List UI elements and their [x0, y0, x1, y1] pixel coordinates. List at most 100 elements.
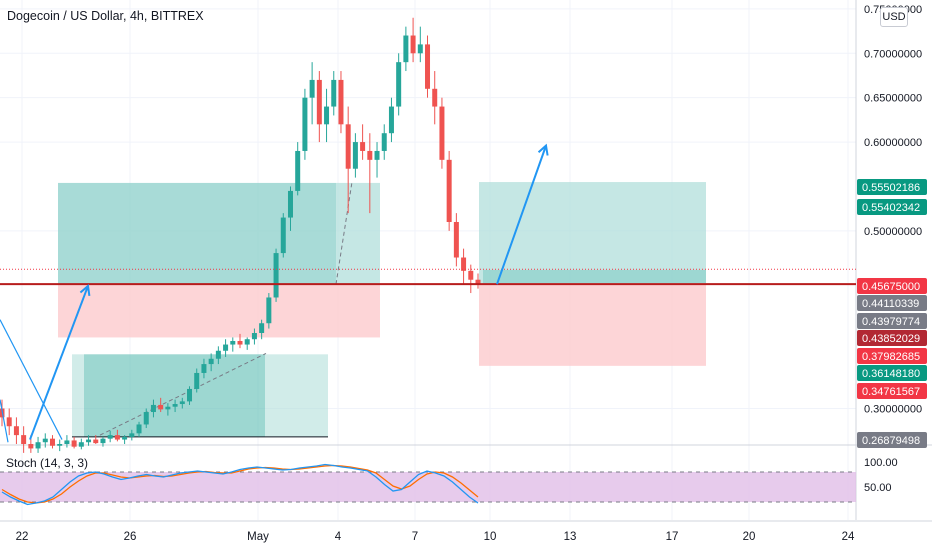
- candle-body: [439, 106, 445, 160]
- price-tag-label: 0.55402342: [862, 202, 920, 214]
- price-tag: [857, 278, 927, 294]
- stoch-k-line: [1, 463, 479, 506]
- candle-body: [425, 44, 431, 89]
- candle-body: [403, 35, 409, 63]
- candle-body: [374, 150, 380, 160]
- candle-body: [259, 323, 265, 333]
- target-zone: [58, 182, 380, 285]
- stoch-tick-label: 100.00: [864, 457, 898, 469]
- candle-body: [345, 124, 351, 169]
- candle-body: [230, 340, 236, 345]
- candle-body: [381, 133, 387, 151]
- candle-body: [114, 435, 120, 440]
- candle-body: [179, 401, 185, 405]
- target-zone-lower-filled: [84, 354, 265, 437]
- x-tick-label: 26: [124, 531, 137, 543]
- candle-body: [93, 439, 99, 444]
- candle-body: [338, 79, 344, 125]
- candle-body: [396, 62, 402, 107]
- candle-body: [129, 433, 135, 437]
- candle-body: [309, 79, 315, 98]
- x-tick-label: 20: [743, 531, 756, 543]
- projection-arrow-right-head: [537, 143, 549, 156]
- candle-body: [302, 97, 308, 151]
- trend-line: [0, 319, 63, 440]
- candle-body: [64, 440, 70, 444]
- currency-button[interactable]: USD: [880, 7, 908, 27]
- candle-body: [331, 79, 337, 107]
- candle-body: [6, 417, 12, 427]
- y-tick-label: 0.70000000: [864, 48, 922, 60]
- y-tick-label: 0.30000000: [864, 403, 922, 415]
- price-tag: [857, 348, 927, 364]
- x-tick-label: 13: [564, 531, 577, 543]
- candle-body: [172, 404, 178, 407]
- candle-body: [86, 439, 92, 443]
- candle-body: [35, 442, 41, 449]
- stoch-tick-label: 50.00: [864, 482, 892, 494]
- candle-body: [352, 142, 358, 169]
- projection-arrow-left-head: [79, 283, 91, 296]
- candle-body: [28, 444, 34, 449]
- candle-body: [136, 424, 142, 434]
- x-tick-label: 7: [412, 531, 418, 543]
- price-tag: [857, 295, 927, 311]
- candle-body: [295, 150, 301, 191]
- stop-zone: [58, 284, 380, 338]
- candle-body: [273, 253, 279, 298]
- candle-body: [475, 279, 481, 285]
- x-tick-label: May: [247, 531, 269, 543]
- projection-arrow-right: [496, 145, 547, 285]
- price-tag: [857, 330, 927, 346]
- y-tick-label: 0.50000000: [864, 226, 922, 238]
- candle-body: [417, 44, 423, 54]
- candle-body: [244, 339, 250, 345]
- y-tick-label: 0.65000000: [864, 93, 922, 105]
- x-tick-label: 4: [335, 531, 342, 543]
- price-tag-label: 0.43979774: [862, 316, 920, 328]
- target-zone-right: [479, 182, 706, 284]
- candle-body: [21, 435, 27, 444]
- price-tag-label: 0.55502186: [862, 182, 920, 194]
- stoch-d-line: [1, 464, 479, 504]
- price-tag-label: 0.36148180: [862, 368, 920, 380]
- stoch-indicator-label: Stoch (14, 3, 3): [6, 456, 89, 470]
- stoch-band: [0, 472, 856, 502]
- candle-body: [251, 333, 257, 340]
- price-tag-label: 0.44110339: [862, 298, 919, 310]
- candle-body: [316, 79, 322, 125]
- projection-arrow-left: [29, 285, 89, 440]
- candle-body: [13, 426, 19, 436]
- price-tag: [857, 383, 927, 399]
- candle-body: [57, 444, 63, 446]
- price-tag-label: 0.37982685: [862, 351, 920, 363]
- zone-progress-line: [335, 181, 353, 285]
- candle-body: [100, 438, 106, 444]
- candle-body: [215, 350, 221, 359]
- candle-body: [107, 435, 113, 439]
- candle-body: [324, 106, 330, 125]
- candle-body: [432, 88, 438, 107]
- candle-body: [360, 142, 366, 151]
- price-tag: [857, 365, 927, 381]
- candle-body: [49, 438, 55, 446]
- candle-body: [367, 150, 373, 160]
- price-tag: [857, 199, 927, 215]
- candle-body: [78, 442, 84, 447]
- price-tag: [857, 179, 927, 195]
- candle-body: [42, 438, 48, 443]
- x-tick-label: 10: [484, 531, 497, 543]
- trend-line: [0, 399, 9, 443]
- target-zone-right-filled: [483, 269, 706, 284]
- candle-body: [410, 35, 416, 54]
- price-tag: [857, 432, 927, 448]
- candle-body: [388, 106, 394, 134]
- x-tick-label: 22: [16, 531, 29, 543]
- candle-body: [287, 190, 293, 218]
- price-tag: [857, 313, 927, 329]
- candle-body: [122, 436, 128, 440]
- x-tick-label: 17: [666, 531, 679, 543]
- candle-body: [223, 344, 229, 351]
